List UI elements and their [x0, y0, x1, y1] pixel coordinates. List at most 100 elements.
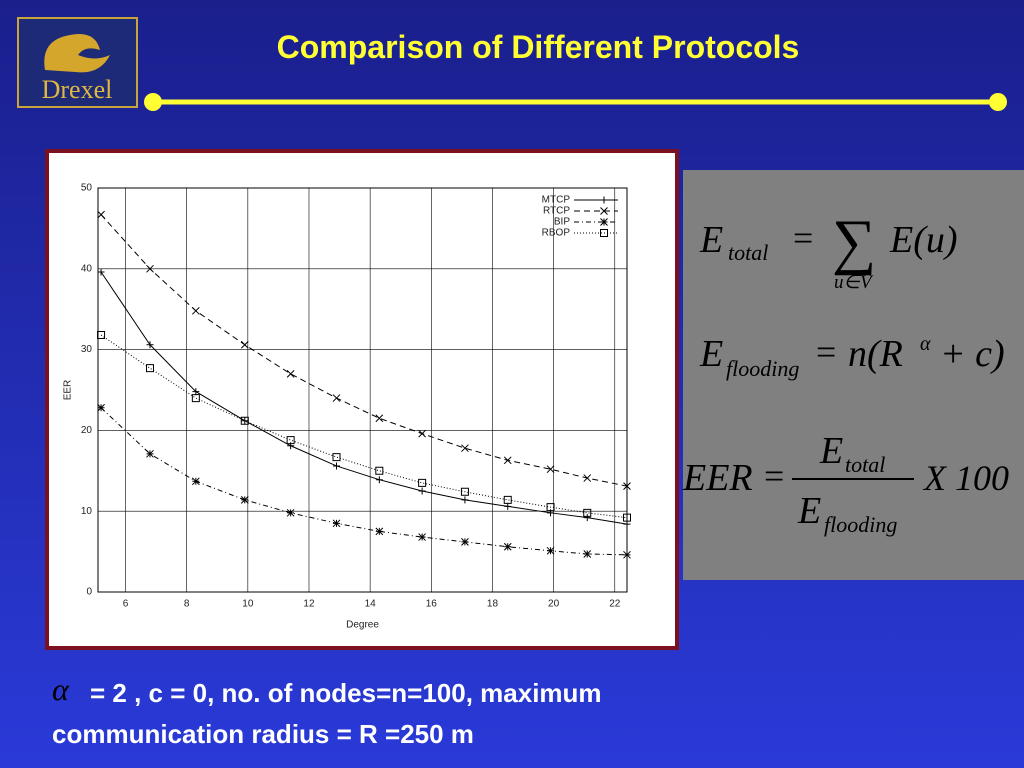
- marker: [375, 414, 384, 423]
- marker: [546, 465, 555, 474]
- marker: [600, 196, 608, 204]
- formula-subscript: total: [845, 452, 885, 477]
- marker: [461, 538, 469, 546]
- marker: [583, 550, 592, 558]
- x-tick-label: 10: [242, 599, 254, 610]
- note-symbol: α: [52, 671, 70, 707]
- marker: [191, 477, 200, 486]
- marker: [503, 456, 512, 465]
- x-tick-label: 20: [548, 599, 560, 610]
- formula-subscript: flooding: [726, 356, 799, 381]
- legend-label: RTCP: [543, 206, 570, 217]
- formula-index: u∈V: [834, 272, 874, 293]
- formula-symbol: E: [819, 430, 843, 472]
- formula-subscript: total: [728, 240, 768, 265]
- chart-panel: [45, 149, 679, 650]
- marker: [241, 417, 249, 425]
- marker: [97, 268, 105, 276]
- marker: [546, 546, 555, 555]
- marker: [418, 429, 426, 438]
- formula-superscript: α: [920, 333, 931, 355]
- marker: [240, 416, 249, 425]
- marker: [97, 403, 105, 412]
- legend-label: MTCP: [542, 195, 571, 206]
- marker: [583, 508, 592, 517]
- y-tick-label: 0: [86, 587, 92, 598]
- formula-panel: [683, 170, 1024, 580]
- rule-dot: [989, 93, 1007, 111]
- rule-dot: [144, 93, 162, 111]
- marker: [332, 519, 341, 528]
- formula-symbol: E: [699, 219, 723, 261]
- marker: [145, 364, 154, 373]
- marker: [623, 482, 631, 491]
- marker: [375, 476, 383, 484]
- marker: [623, 513, 631, 522]
- note: α = 2 , c = 0, no. of nodes=n=100, maxim…: [52, 671, 602, 749]
- marker: [583, 514, 591, 522]
- x-tick-label: 6: [123, 599, 129, 610]
- marker: [623, 520, 631, 528]
- marker: [97, 331, 106, 340]
- marker: [332, 394, 341, 402]
- formula-symbol: E: [699, 333, 723, 375]
- marker: [461, 444, 469, 453]
- chart: 0 10 20 30 40 50 6 8 10 12 14 16 18 20 22 Degree EER MTCP…: [63, 183, 631, 631]
- marker: [418, 478, 427, 487]
- y-tick-label: 30: [81, 344, 93, 355]
- formula-operator: =: [764, 456, 784, 496]
- x-tick-label: 18: [487, 599, 499, 610]
- legend-label: RBOP: [542, 228, 571, 239]
- x-axis-label: Degree: [346, 620, 379, 631]
- x-tick-label: 12: [303, 599, 315, 610]
- marker: [333, 462, 341, 470]
- marker: [503, 542, 512, 551]
- x-tick-label: 8: [184, 599, 190, 610]
- marker: [146, 449, 154, 458]
- marker: [332, 453, 341, 462]
- x-tick-label: 16: [426, 599, 438, 610]
- formula-2: E flooding = n(R α + c): [699, 332, 1005, 381]
- marker: [146, 341, 154, 349]
- marker: [375, 466, 384, 475]
- logo-dragon: [44, 34, 110, 73]
- formula-term: X 100: [922, 458, 1009, 498]
- formula-term: + c): [940, 333, 1005, 375]
- formula-term: E(u): [889, 219, 958, 261]
- y-tick-label: 10: [81, 506, 93, 517]
- note-text: = 2 , c = 0, no. of nodes=n=100, maximum: [90, 678, 602, 708]
- y-tick-label: 50: [81, 183, 93, 194]
- marker: [460, 487, 469, 496]
- formula-sum: ∑: [832, 208, 876, 276]
- marker: [418, 533, 426, 541]
- y-tick-label: 20: [81, 425, 93, 436]
- marker: [192, 388, 200, 396]
- formula-1: E total = ∑ E(u) u∈V: [699, 208, 958, 293]
- marker: [97, 210, 105, 219]
- formula-symbol: E: [797, 490, 821, 532]
- formula-symbol: EER: [682, 457, 753, 499]
- formula-operator: =: [816, 332, 836, 372]
- formula-operator: =: [793, 218, 813, 258]
- marker: [286, 369, 295, 378]
- formula-term: n(R: [848, 333, 903, 375]
- plot-frame: [97, 187, 628, 593]
- x-tick-label: 14: [365, 599, 377, 610]
- logo-text: Drexel: [42, 75, 113, 104]
- marker: [146, 264, 154, 273]
- formula-3: EER = E total E flooding X 100: [682, 430, 1009, 537]
- marker: [191, 394, 200, 403]
- marker: [504, 502, 512, 510]
- marker: [546, 503, 555, 512]
- marker: [583, 474, 592, 482]
- marker: [600, 207, 608, 215]
- marker: [503, 495, 512, 504]
- marker: [418, 487, 426, 495]
- marker: [240, 340, 249, 349]
- marker: [375, 527, 384, 536]
- marker: [600, 229, 608, 237]
- marker: [461, 496, 469, 504]
- marker: [286, 436, 295, 445]
- series-line: [100, 334, 628, 519]
